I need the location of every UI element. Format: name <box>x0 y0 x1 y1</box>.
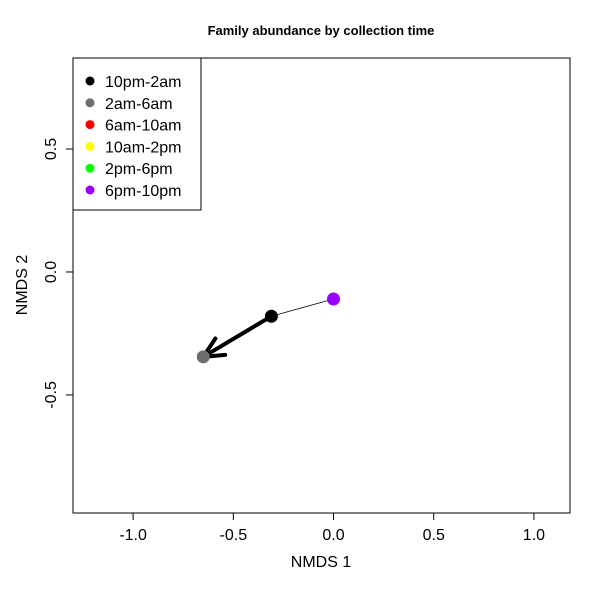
y-axis: 0.5 0.0 -0.5 <box>43 138 74 409</box>
legend-marker <box>85 120 95 130</box>
legend-marker <box>85 163 95 173</box>
data-point <box>327 292 341 306</box>
x-tick-label: 1.0 <box>523 527 545 544</box>
legend-marker <box>85 76 95 86</box>
plot-marks <box>196 292 341 364</box>
legend: 10pm-2am 2am-6am 6am-10am 10am-2pm 2pm-6pm 6p… <box>72 57 202 211</box>
y-tick-label: 0.0 <box>43 261 60 283</box>
x-tick-label: 0.5 <box>423 527 445 544</box>
legend-label: 2pm-6pm <box>105 161 173 178</box>
path-line <box>271 298 334 317</box>
x-tick-label: 0.0 <box>322 527 344 544</box>
legend-box <box>72 57 202 211</box>
x-axis: -1.0 -0.5 0.0 0.5 1.0 <box>119 512 545 544</box>
y-tick-label: 0.5 <box>43 138 60 160</box>
y-axis-label: NMDS 2 <box>14 255 31 316</box>
legend-label: 6pm-10pm <box>105 183 181 200</box>
legend-marker <box>85 141 95 151</box>
legend-label: 6am-10am <box>105 118 181 135</box>
data-point <box>264 309 278 323</box>
y-tick-label: -0.5 <box>43 381 60 409</box>
legend-marker <box>85 98 95 108</box>
x-tick-label: -0.5 <box>220 527 248 544</box>
legend-label: 2am-6am <box>105 96 173 113</box>
data-point <box>196 350 210 364</box>
legend-marker <box>85 185 95 195</box>
legend-label: 10pm-2am <box>105 74 181 91</box>
legend-label: 10am-2pm <box>105 139 181 156</box>
path-arrow-shaft <box>201 314 274 359</box>
x-axis-label: NMDS 1 <box>291 554 352 571</box>
x-tick-label: -1.0 <box>119 527 147 544</box>
chart-title: Family abundance by collection time <box>208 23 435 38</box>
